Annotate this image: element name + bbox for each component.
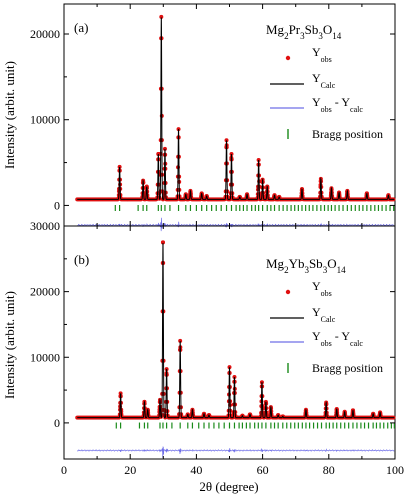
yobs-point	[159, 14, 164, 19]
legend-entry-label: YCalc	[312, 71, 336, 90]
y-tick-label: 10000	[30, 113, 60, 127]
panel-b-label: (b)	[74, 252, 89, 267]
bragg-positions	[114, 205, 395, 211]
ydiff-line	[76, 217, 395, 232]
ycalc-line	[77, 242, 395, 419]
legend-obs-marker	[285, 289, 291, 295]
yobs-point	[160, 240, 165, 245]
legend-obs-marker	[285, 55, 291, 61]
x-tick-label: 20	[124, 463, 136, 477]
yobs-point	[162, 146, 167, 151]
x-axis-label: 2θ (degree)	[199, 479, 258, 494]
y-tick-label: 10000	[30, 350, 60, 364]
bragg-positions	[115, 422, 395, 429]
yobs-point	[224, 138, 229, 143]
panel-b-y-axis-label: Intensity (arbit. unit)	[2, 291, 17, 399]
x-tick-label: 80	[323, 463, 335, 477]
panel-b-legend: Yobs YCalc Yobs - Ycalc Bragg position	[270, 279, 383, 375]
yobs-point	[256, 158, 261, 162]
ycalc-line	[77, 17, 395, 200]
y-tick-label: 0	[54, 198, 60, 212]
legend-entry-label: Yobs	[312, 279, 332, 298]
panel-b-compound: Mg2Yb3Sb3O14	[266, 256, 346, 275]
legend-entry-label: Bragg position	[312, 127, 383, 141]
x-tick-label: 100	[386, 463, 404, 477]
yobs-point	[117, 164, 122, 169]
legend-entry-label: YCalc	[312, 305, 336, 324]
legend-entry-label: Yobs - Ycalc	[312, 329, 363, 348]
x-tick-label: 40	[190, 463, 202, 477]
ydiff-line	[76, 446, 395, 458]
yobs-point	[178, 338, 183, 343]
y-tick-label: 0	[54, 416, 60, 430]
yobs-point	[229, 152, 234, 156]
legend-entry-label: Bragg position	[312, 361, 383, 375]
y-tick-label: 20000	[30, 27, 60, 41]
panel-a-label: (a)	[74, 20, 88, 35]
y-tick-label: 30000	[30, 219, 60, 233]
yobs-point	[227, 365, 232, 370]
legend-entry-label: Yobs - Ycalc	[312, 95, 363, 114]
y-tick-label: 20000	[30, 285, 60, 299]
x-tick-label: 60	[257, 463, 269, 477]
legend-entry-label: Yobs	[312, 45, 332, 64]
panel-a-y-axis-label: Intensity (arbit. unit)	[2, 61, 17, 169]
yobs-point	[232, 374, 237, 379]
x-tick-label: 0	[61, 463, 67, 477]
panel-a-legend: Yobs YCalc Yobs - Ycalc Bragg position	[270, 45, 383, 141]
panel-a-compound: Mg2Pr3Sb3O14	[266, 22, 342, 41]
panel-b: 0 10000 20000 30000 0 20 40 60 80 100 (b) Mg2Yb3…	[2, 219, 404, 477]
